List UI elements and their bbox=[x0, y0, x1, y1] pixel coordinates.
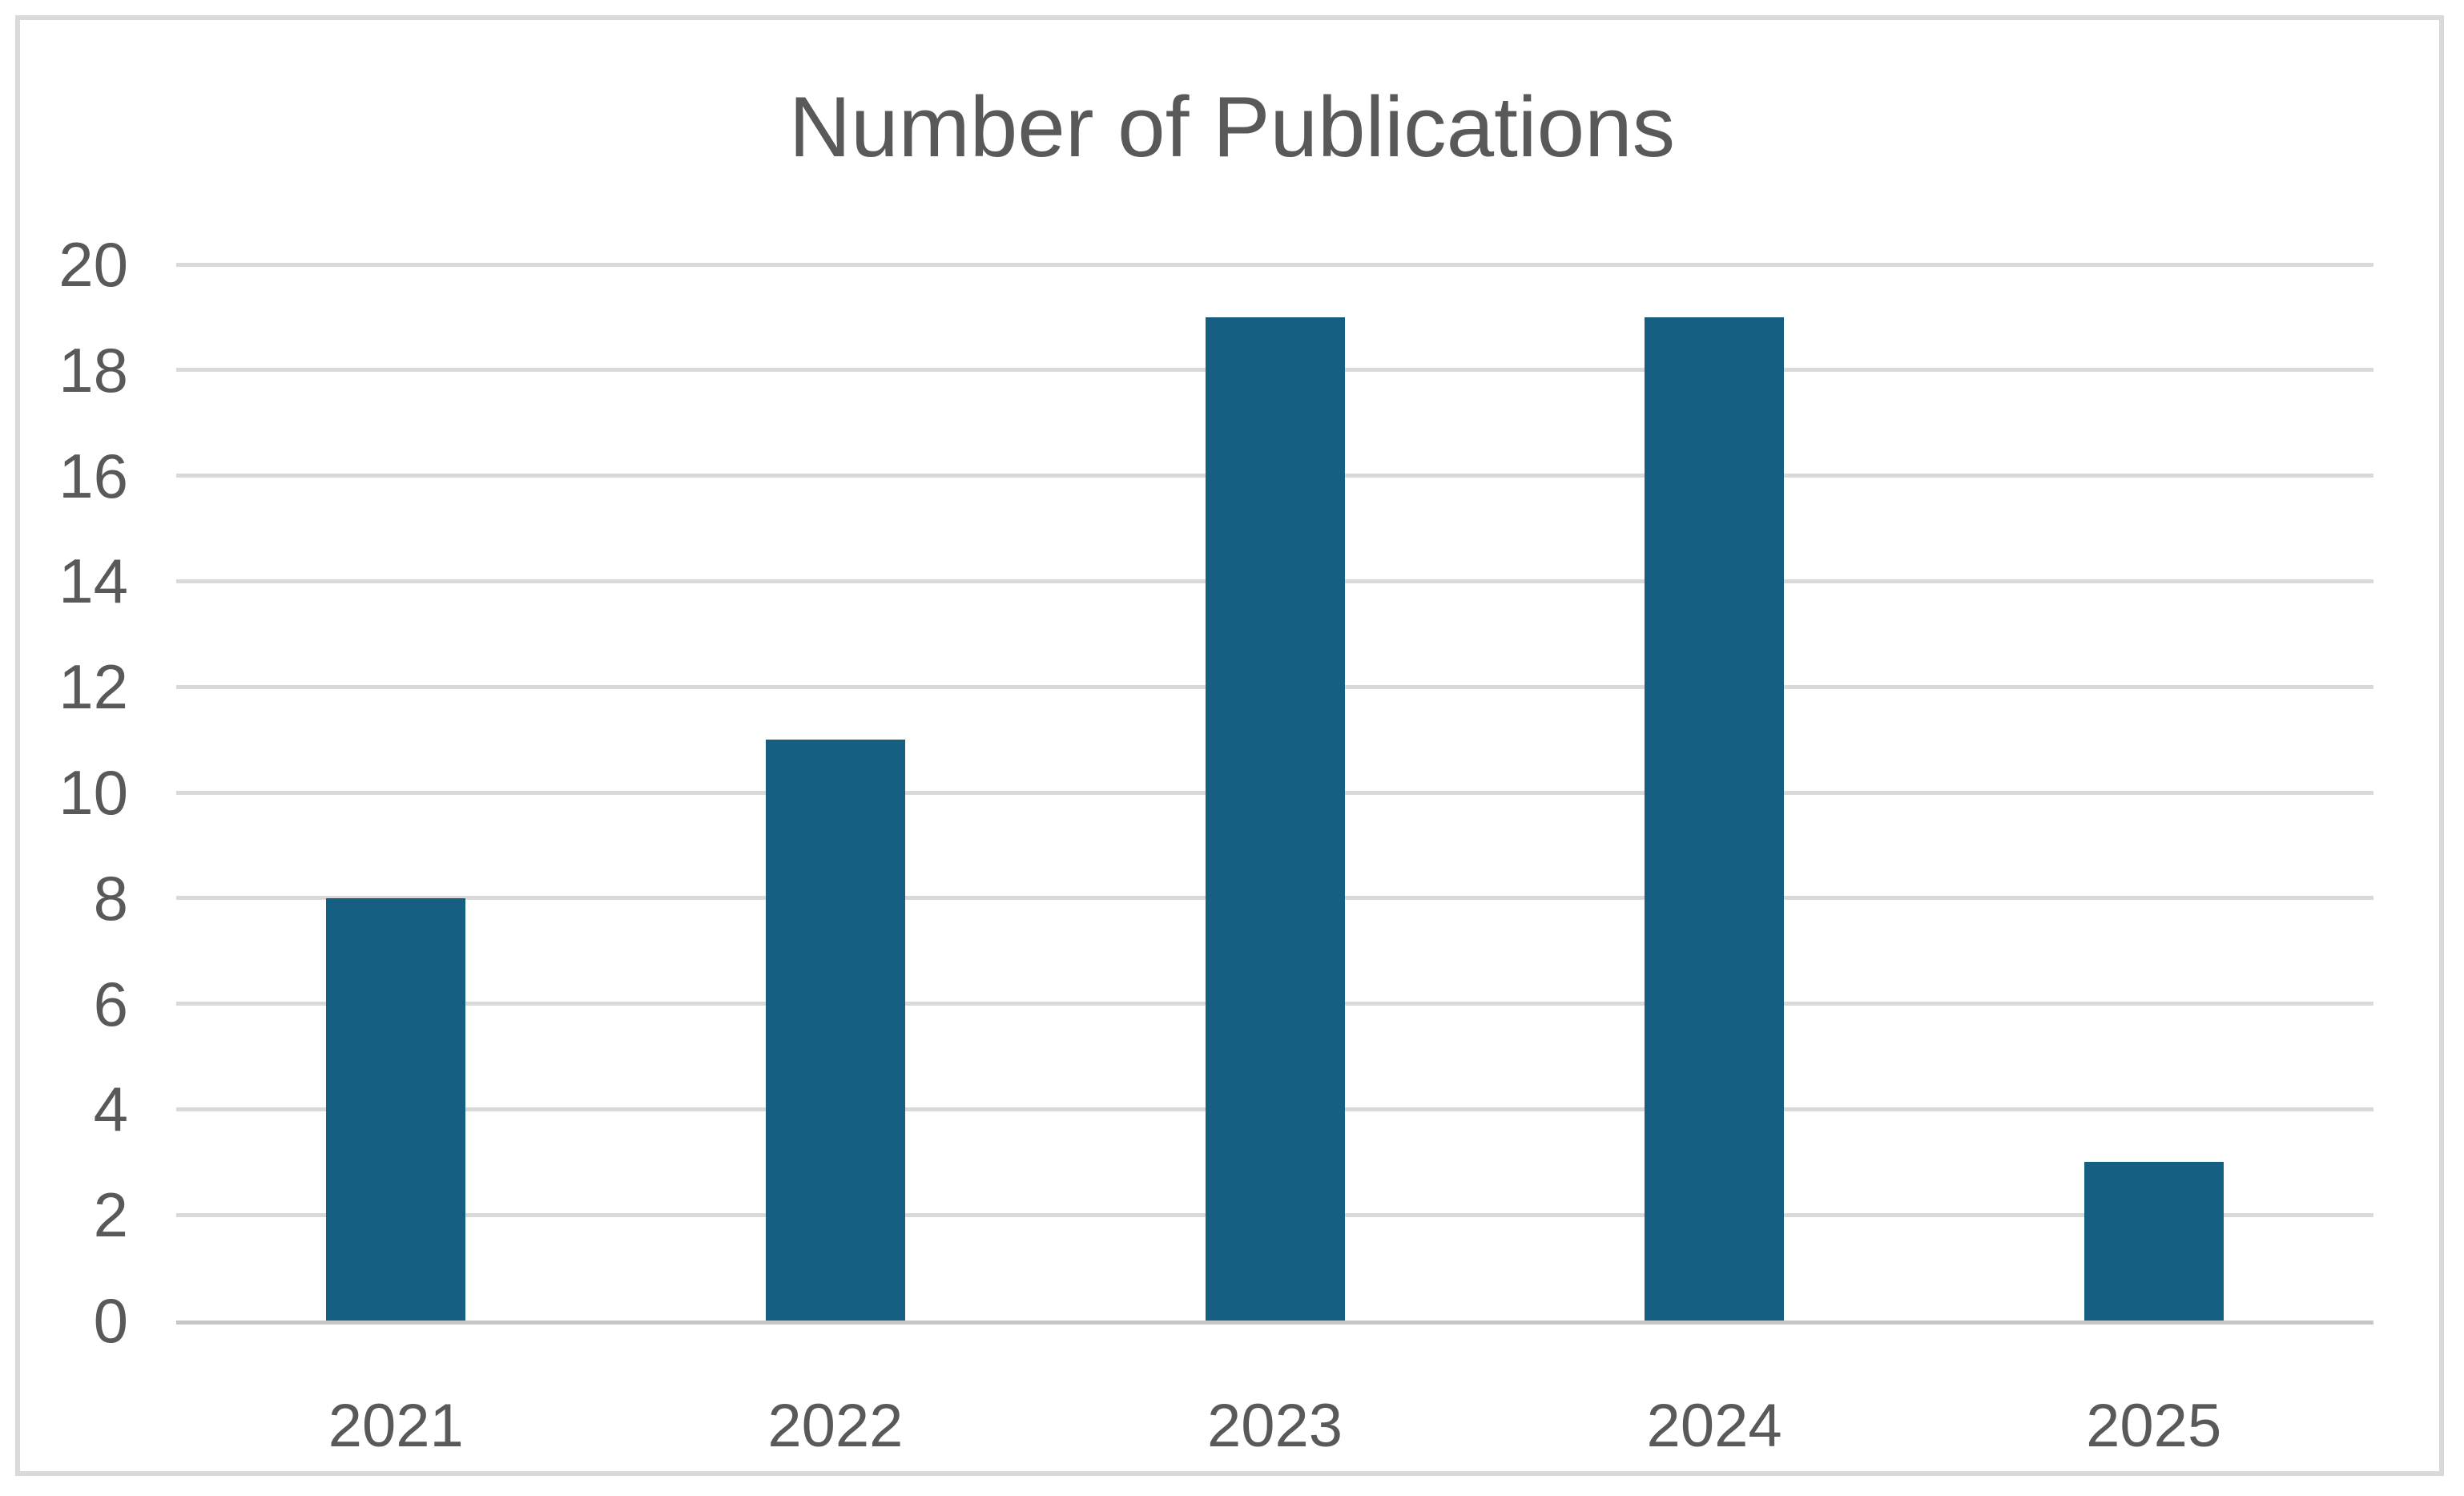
y-tick-label: 12 bbox=[58, 651, 128, 723]
y-tick-label: 8 bbox=[93, 862, 128, 933]
y-tick-label: 2 bbox=[93, 1179, 128, 1251]
y-tick-label: 0 bbox=[93, 1285, 128, 1356]
bar-2021 bbox=[326, 897, 466, 1321]
x-tick-label: 2024 bbox=[1646, 1392, 1782, 1460]
x-tick-label: 2022 bbox=[767, 1392, 904, 1460]
gridline bbox=[176, 262, 2373, 267]
bar-2024 bbox=[1645, 317, 1785, 1321]
y-tick-label: 6 bbox=[93, 968, 128, 1039]
y-tick-label: 16 bbox=[58, 440, 128, 511]
x-axis-line bbox=[176, 1321, 2373, 1325]
y-tick-label: 20 bbox=[58, 229, 128, 300]
x-tick-label: 2021 bbox=[328, 1392, 464, 1460]
y-tick-label: 4 bbox=[93, 1074, 128, 1145]
x-tick-label: 2023 bbox=[1206, 1392, 1343, 1460]
y-tick-label: 14 bbox=[58, 546, 128, 617]
x-tick-label: 2025 bbox=[2086, 1392, 2222, 1460]
bar-2023 bbox=[1205, 317, 1345, 1321]
bar-2022 bbox=[765, 740, 905, 1321]
chart-title: Number of Publications bbox=[788, 79, 1676, 175]
y-tick-label: 10 bbox=[58, 757, 128, 828]
bar-2025 bbox=[2084, 1162, 2224, 1321]
y-tick-label: 18 bbox=[58, 334, 128, 405]
